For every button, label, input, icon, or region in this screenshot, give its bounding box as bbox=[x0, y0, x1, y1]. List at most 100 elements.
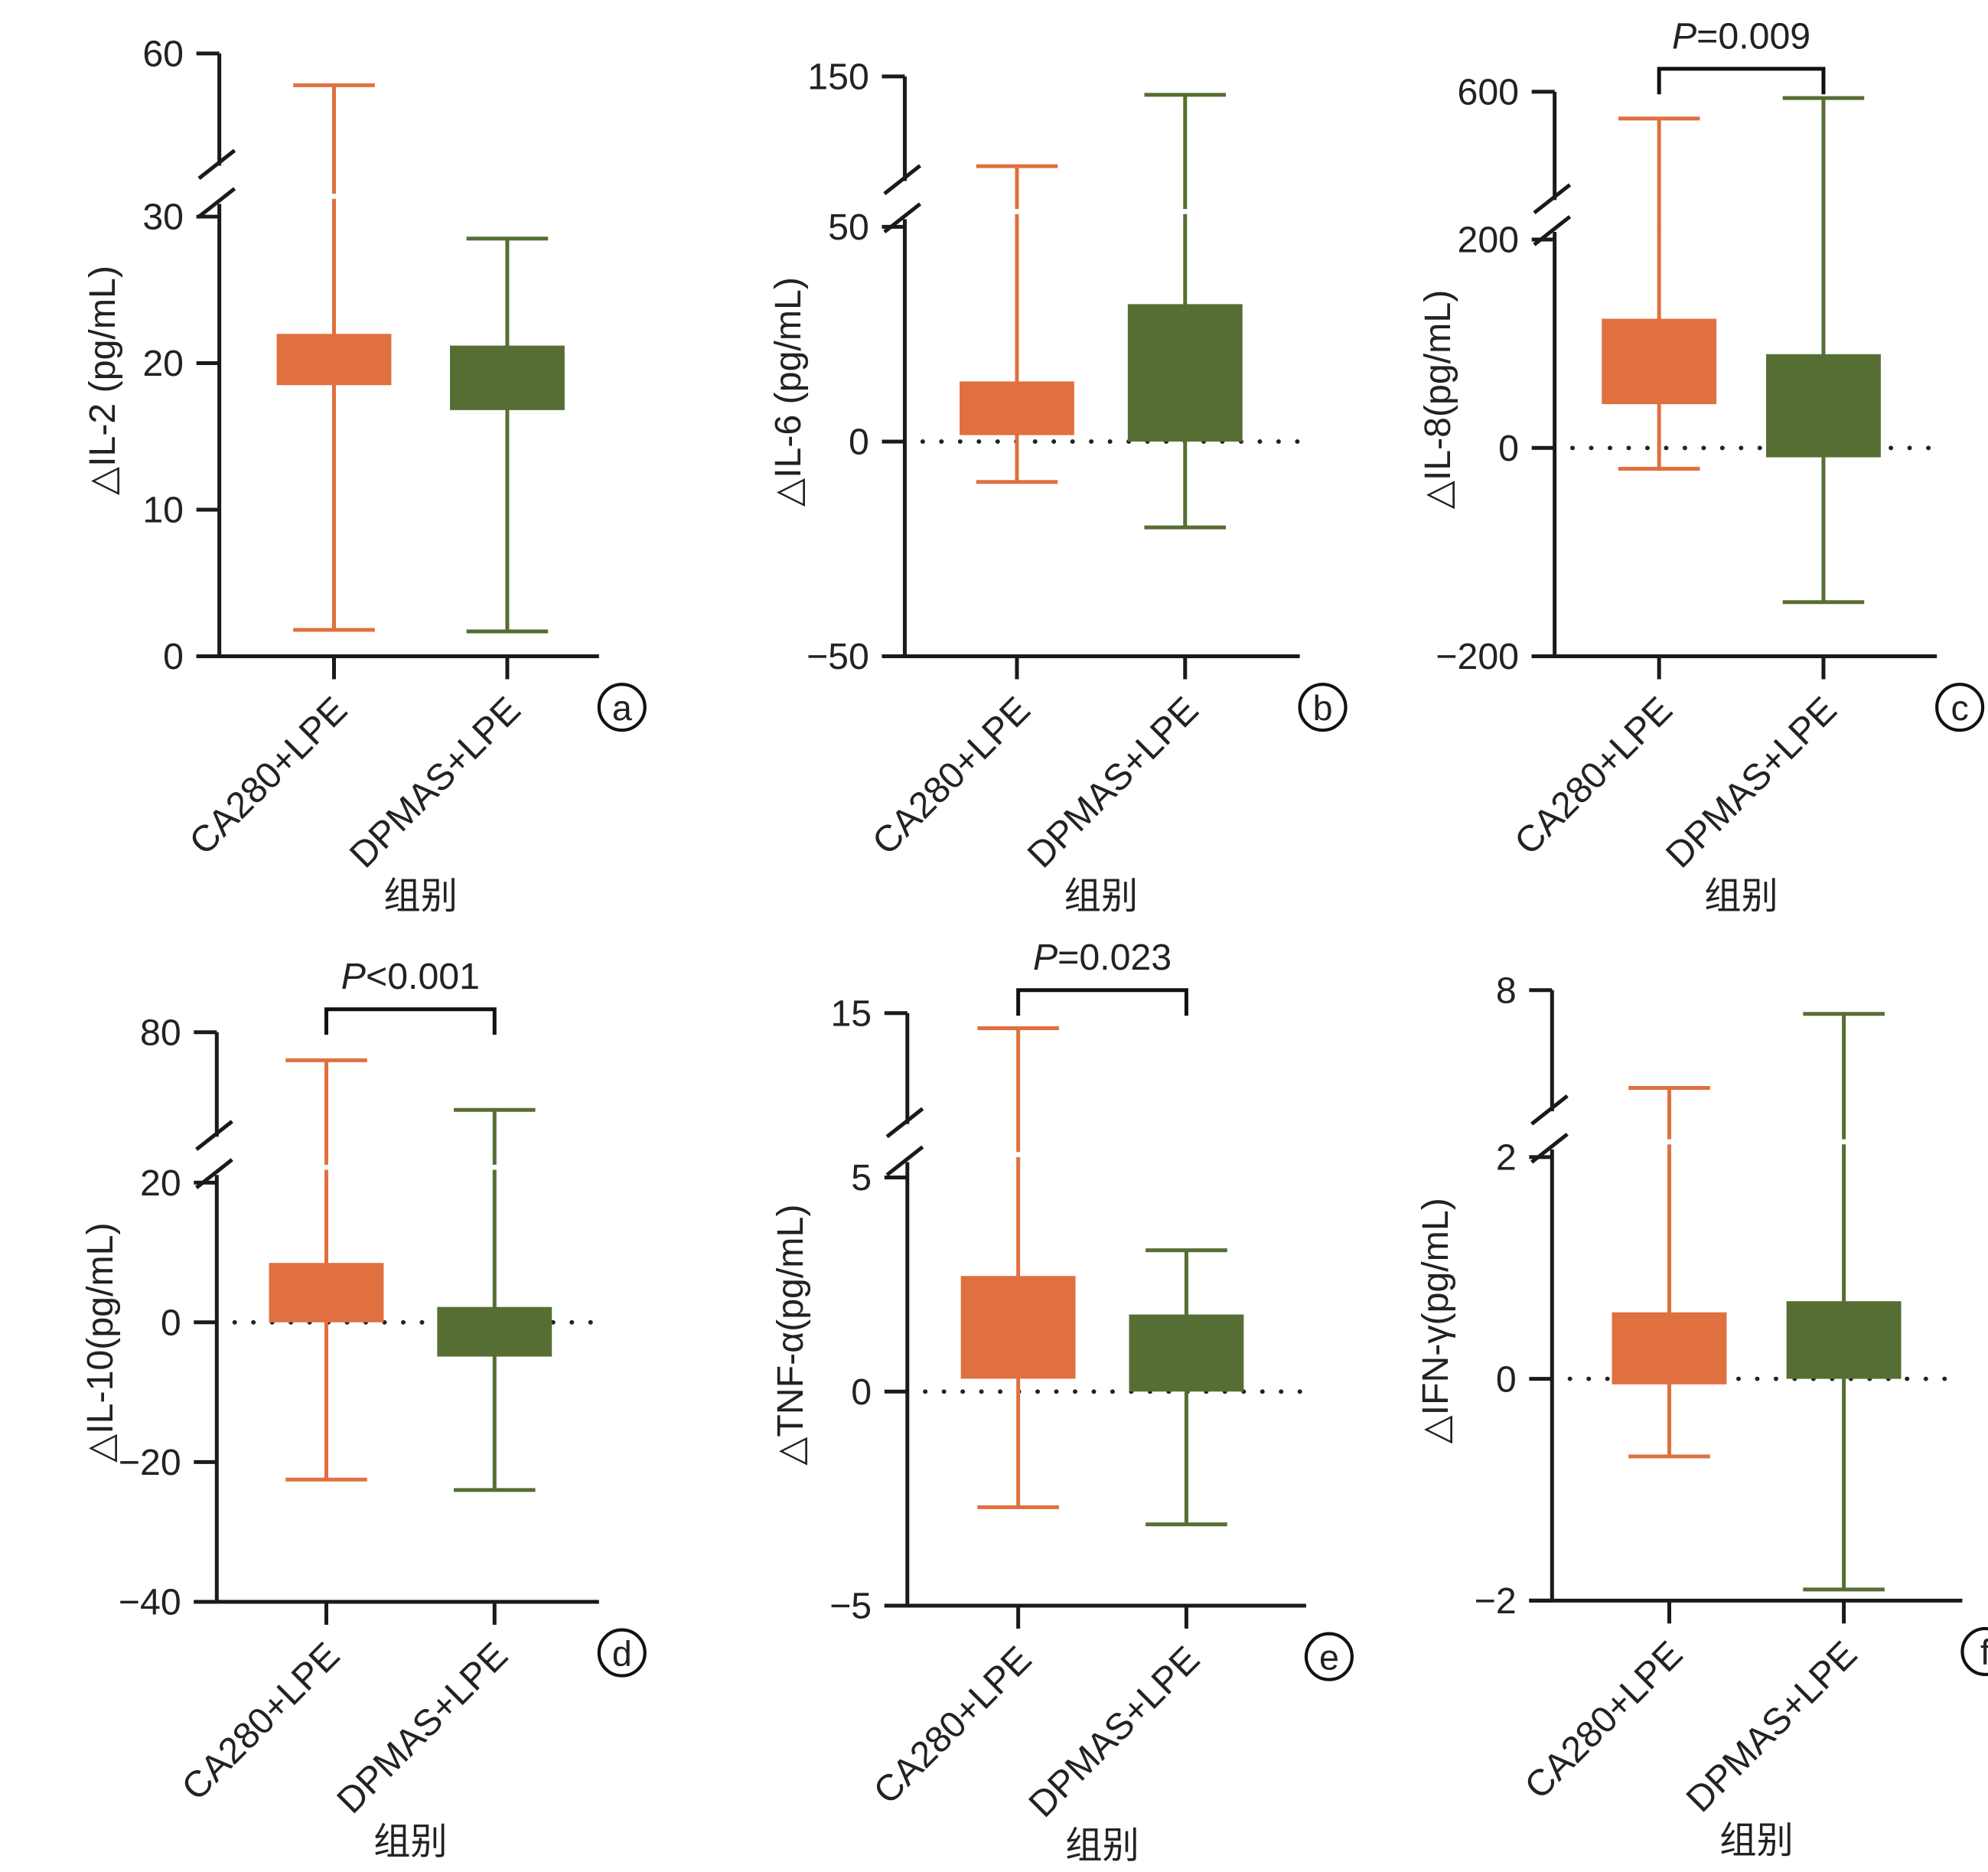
y-tick-label: 80 bbox=[140, 1012, 181, 1053]
axis-break-mark bbox=[1533, 183, 1572, 215]
p-value: =0.023 bbox=[1058, 937, 1172, 978]
category-label: DPMAS+LPE bbox=[1678, 1633, 1865, 1820]
y-axis-label: △IFN-γ(pg/mL) bbox=[1415, 1198, 1456, 1443]
axis-break-mark bbox=[885, 1145, 924, 1177]
y-tick-label: 8 bbox=[1496, 970, 1517, 1011]
box-DPMAS+LPE bbox=[1127, 304, 1243, 442]
category-label: DPMAS+LPE bbox=[342, 689, 529, 876]
y-tick-label: 0 bbox=[851, 1371, 872, 1413]
axis-break-mark bbox=[197, 187, 236, 219]
y-tick-label: 60 bbox=[142, 34, 184, 75]
y-tick-label: 0 bbox=[1498, 428, 1519, 469]
category-label: CA280+LPE bbox=[174, 1635, 347, 1808]
panel-letter: b bbox=[1313, 688, 1333, 728]
x-axis-label: 组别 bbox=[1065, 1825, 1139, 1867]
box-CA280+LPE bbox=[1612, 1312, 1727, 1384]
y-axis-label: △IL-8(pg/mL) bbox=[1417, 290, 1458, 510]
panel-letter: a bbox=[612, 688, 632, 728]
y-tick-label: 150 bbox=[807, 57, 869, 98]
box-DPMAS+LPE bbox=[1766, 354, 1881, 458]
p-value: <0.001 bbox=[366, 956, 480, 997]
panel-letter: c bbox=[1951, 688, 1968, 728]
panel-letter-circle bbox=[1304, 1632, 1354, 1681]
y-tick-label: −40 bbox=[119, 1582, 181, 1623]
y-tick-label: 0 bbox=[161, 1302, 181, 1343]
p-value-label: P<0.001 bbox=[341, 956, 480, 997]
y-axis-label: △IL-10(pg/mL) bbox=[80, 1222, 121, 1462]
p-value-label: P=0.023 bbox=[1033, 937, 1172, 978]
y-tick-label: 15 bbox=[830, 993, 872, 1034]
category-label: DPMAS+LPE bbox=[1020, 689, 1207, 876]
axis-break-mark bbox=[195, 1120, 233, 1151]
panel-letter-circle bbox=[1935, 683, 1985, 732]
p-symbol: P bbox=[1033, 937, 1058, 978]
box-CA280+LPE bbox=[1602, 318, 1717, 405]
x-axis-label: 组别 bbox=[1719, 1820, 1794, 1861]
axis-break-mark bbox=[883, 164, 921, 196]
category-label: DPMAS+LPE bbox=[1021, 1639, 1207, 1825]
y-tick-label: 50 bbox=[828, 207, 869, 248]
significance-bracket bbox=[1657, 67, 1826, 95]
y-tick-label: 10 bbox=[142, 490, 184, 531]
category-label: CA280+LPE bbox=[865, 1639, 1039, 1812]
y-tick-label: 20 bbox=[142, 343, 184, 384]
axis-break-mark bbox=[1530, 1094, 1569, 1126]
panel-letter: e bbox=[1319, 1637, 1339, 1677]
box-CA280+LPE bbox=[960, 381, 1074, 435]
panel-letter: f bbox=[1980, 1632, 1988, 1672]
category-label: DPMAS+LPE bbox=[329, 1635, 516, 1821]
box-CA280+LPE bbox=[960, 1276, 1076, 1379]
y-axis-label: △TNF-α(pg/mL) bbox=[770, 1205, 811, 1466]
category-label: DPMAS+LPE bbox=[1658, 689, 1845, 876]
p-symbol: P bbox=[341, 956, 366, 997]
y-tick-label: −20 bbox=[119, 1442, 181, 1483]
significance-bracket bbox=[324, 1007, 497, 1035]
x-axis-label: 组别 bbox=[1704, 876, 1778, 917]
box-CA280+LPE bbox=[276, 334, 392, 386]
category-label: CA280+LPE bbox=[1517, 1633, 1690, 1807]
box-DPMAS+LPE bbox=[1786, 1301, 1902, 1379]
box-DPMAS+LPE bbox=[450, 345, 565, 410]
panel-letter-circle bbox=[1960, 1626, 1988, 1676]
y-tick-label: −50 bbox=[807, 636, 869, 677]
y-tick-label: 0 bbox=[849, 422, 869, 463]
box-DPMAS+LPE bbox=[1129, 1314, 1244, 1392]
p-value-label: P=0.009 bbox=[1672, 15, 1810, 57]
y-tick-label: 5 bbox=[851, 1157, 872, 1199]
y-tick-label: 2 bbox=[1496, 1137, 1517, 1179]
y-tick-label: 30 bbox=[142, 197, 184, 238]
x-axis-label: 组别 bbox=[373, 1821, 448, 1863]
x-axis-label: 组别 bbox=[383, 876, 458, 917]
significance-bracket bbox=[1016, 988, 1188, 1016]
y-axis-label: △IL-6 (pg/mL) bbox=[767, 277, 809, 507]
axis-break-mark bbox=[197, 148, 236, 181]
axis-break-mark bbox=[885, 1107, 924, 1139]
y-tick-label: 20 bbox=[140, 1163, 181, 1204]
x-axis-label: 组别 bbox=[1064, 876, 1139, 917]
y-tick-label: 0 bbox=[163, 636, 184, 677]
panel-letter-circle bbox=[1298, 683, 1348, 732]
p-value: =0.009 bbox=[1696, 15, 1810, 57]
y-tick-label: −200 bbox=[1436, 636, 1519, 677]
box-CA280+LPE bbox=[269, 1263, 384, 1322]
category-label: CA280+LPE bbox=[181, 689, 355, 863]
category-label: CA280+LPE bbox=[1507, 689, 1680, 863]
category-label: CA280+LPE bbox=[865, 689, 1038, 863]
y-tick-label: 0 bbox=[1496, 1358, 1517, 1400]
y-tick-label: −2 bbox=[1475, 1580, 1517, 1622]
p-symbol: P bbox=[1672, 15, 1696, 57]
y-tick-label: 200 bbox=[1457, 220, 1519, 261]
panel-letter: d bbox=[612, 1633, 632, 1673]
y-tick-label: −5 bbox=[829, 1586, 872, 1627]
y-tick-label: 600 bbox=[1457, 72, 1519, 113]
panel-letter-circle bbox=[597, 1628, 647, 1678]
y-axis-label: △IL-2 (pg/mL) bbox=[82, 266, 123, 495]
panel-letter-circle bbox=[597, 683, 647, 732]
